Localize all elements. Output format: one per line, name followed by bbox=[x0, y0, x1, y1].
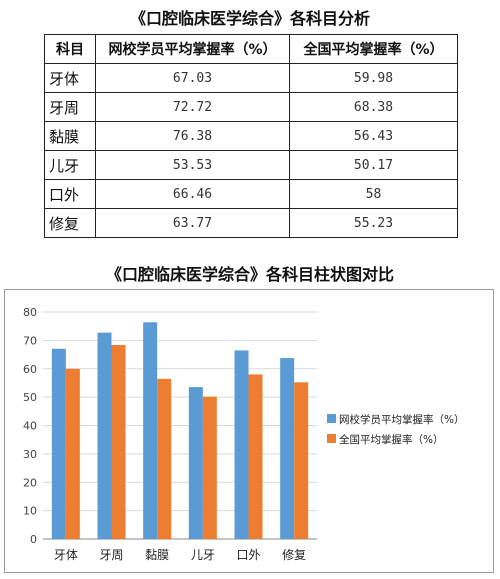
row-national-rate: 59.98 bbox=[289, 63, 458, 93]
x-tick-label: 牙周 bbox=[99, 548, 123, 562]
row-subject: 牙体 bbox=[44, 63, 96, 93]
row-school-rate: 63.77 bbox=[95, 208, 290, 238]
table-title: 《口腔临床医学综合》各科目分析 bbox=[129, 9, 370, 28]
table-row: 黏膜 76.38 56.43 bbox=[44, 121, 458, 151]
legend-swatch bbox=[327, 434, 336, 443]
row-subject: 口外 bbox=[44, 179, 96, 209]
y-tick-label: 10 bbox=[23, 505, 37, 518]
y-tick-label: 0 bbox=[30, 533, 37, 546]
row-school-rate: 53.53 bbox=[95, 150, 290, 180]
y-tick-label: 30 bbox=[23, 448, 37, 461]
legend-swatch bbox=[327, 414, 336, 423]
chart-title: 《口腔临床医学综合》各科目柱状图对比 bbox=[105, 265, 394, 284]
bar-national bbox=[248, 374, 263, 539]
x-tick-label: 牙体 bbox=[54, 548, 78, 562]
y-tick-label: 60 bbox=[23, 363, 37, 376]
row-national-rate: 68.38 bbox=[289, 92, 458, 122]
bar-school bbox=[280, 358, 295, 539]
table-header-row: 科目 网校学员平均掌握率（%） 全国平均掌握率（%） bbox=[44, 34, 458, 64]
bar-school bbox=[234, 350, 249, 539]
bar-national bbox=[294, 382, 309, 539]
row-national-rate: 56.43 bbox=[289, 121, 458, 151]
legend-label: 全国平均掌握率（%） bbox=[339, 433, 443, 446]
y-tick-label: 70 bbox=[23, 334, 37, 347]
bar-national bbox=[65, 368, 80, 539]
chart-frame: 0 10 20 30 40 50 60 70 80 牙体 牙周 黏膜 儿牙 口外 修复 网校学员平均掌握率（%… bbox=[4, 289, 494, 573]
header-national-rate: 全国平均掌握率（%） bbox=[289, 34, 458, 64]
bar-school bbox=[51, 348, 66, 539]
bar-national bbox=[111, 344, 126, 539]
row-school-rate: 67.03 bbox=[95, 63, 290, 93]
row-national-rate: 55.23 bbox=[289, 208, 458, 238]
bar-school bbox=[188, 387, 203, 539]
row-school-rate: 72.72 bbox=[95, 92, 290, 122]
bar-chart: 0 10 20 30 40 50 60 70 80 牙体 牙周 黏膜 儿牙 口外 修复 网校学员平均掌握率（%… bbox=[23, 306, 464, 562]
table-row: 牙体 67.03 59.98 bbox=[44, 63, 458, 93]
row-subject: 牙周 bbox=[44, 92, 96, 122]
table-row: 修复 63.77 55.23 bbox=[44, 208, 458, 238]
bar-national bbox=[157, 378, 172, 539]
subject-analysis-table: 科目 网校学员平均掌握率（%） 全国平均掌握率（%） 牙体 67.03 59.9… bbox=[44, 34, 458, 238]
row-subject: 修复 bbox=[44, 208, 96, 238]
x-tick-label: 黏膜 bbox=[145, 548, 169, 562]
legend-label: 网校学员平均掌握率（%） bbox=[339, 413, 464, 426]
x-tick-label: 修复 bbox=[282, 547, 306, 562]
row-subject: 黏膜 bbox=[44, 121, 96, 151]
table-row: 口外 66.46 58 bbox=[44, 179, 458, 209]
y-tick-label: 50 bbox=[23, 391, 37, 404]
row-school-rate: 66.46 bbox=[95, 179, 290, 209]
header-school-rate: 网校学员平均掌握率（%） bbox=[95, 34, 290, 64]
x-tick-label: 口外 bbox=[236, 548, 260, 562]
y-tick-label: 80 bbox=[23, 306, 37, 319]
header-subject: 科目 bbox=[44, 34, 96, 64]
x-tick-label: 儿牙 bbox=[191, 548, 215, 562]
table-row: 牙周 72.72 68.38 bbox=[44, 92, 458, 122]
row-subject: 儿牙 bbox=[44, 150, 96, 180]
bar-national bbox=[202, 396, 217, 539]
table-row: 儿牙 53.53 50.17 bbox=[44, 150, 458, 180]
y-tick-label: 40 bbox=[23, 420, 37, 433]
row-national-rate: 50.17 bbox=[289, 150, 458, 180]
row-school-rate: 76.38 bbox=[95, 121, 290, 151]
bar-school bbox=[97, 332, 112, 539]
y-tick-label: 20 bbox=[23, 476, 37, 489]
bar-school bbox=[143, 322, 158, 539]
row-national-rate: 58 bbox=[289, 179, 458, 209]
